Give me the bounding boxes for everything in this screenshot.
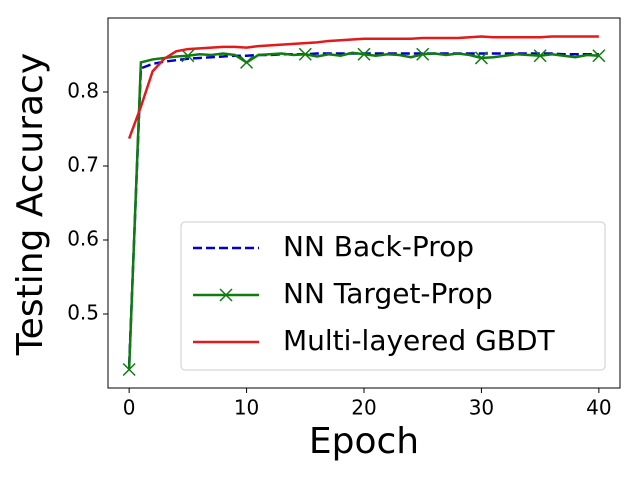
marker	[592, 49, 606, 63]
marker	[474, 51, 488, 65]
y-axis-label: Testing Accuracy	[10, 53, 51, 356]
y-tick-label: 0.7	[67, 153, 99, 177]
legend-label: NN Target-Prop	[283, 277, 493, 310]
series-line	[127, 35, 599, 140]
x-tick-label: 10	[234, 396, 259, 420]
legend-label: Multi-layered GBDT	[283, 324, 556, 357]
marker	[122, 362, 136, 377]
legend-marker	[219, 288, 233, 302]
marker	[533, 49, 547, 63]
x-tick-label: 40	[586, 396, 611, 420]
legend-box	[180, 221, 606, 371]
x-tick-label: 20	[351, 396, 376, 420]
marker	[240, 55, 254, 69]
marker	[181, 49, 195, 63]
legend-label: NN Back-Prop	[283, 230, 474, 263]
y-tick-label: 0.5	[67, 301, 99, 325]
x-tick-label: 0	[123, 396, 136, 420]
y-tick-label: 0.8	[67, 79, 99, 103]
marker	[416, 47, 430, 61]
y-tick-label: 0.6	[67, 227, 99, 251]
x-axis-label: Epoch	[309, 421, 419, 462]
marker	[357, 47, 371, 61]
x-tick-label: 30	[469, 396, 494, 420]
marker	[298, 47, 312, 61]
